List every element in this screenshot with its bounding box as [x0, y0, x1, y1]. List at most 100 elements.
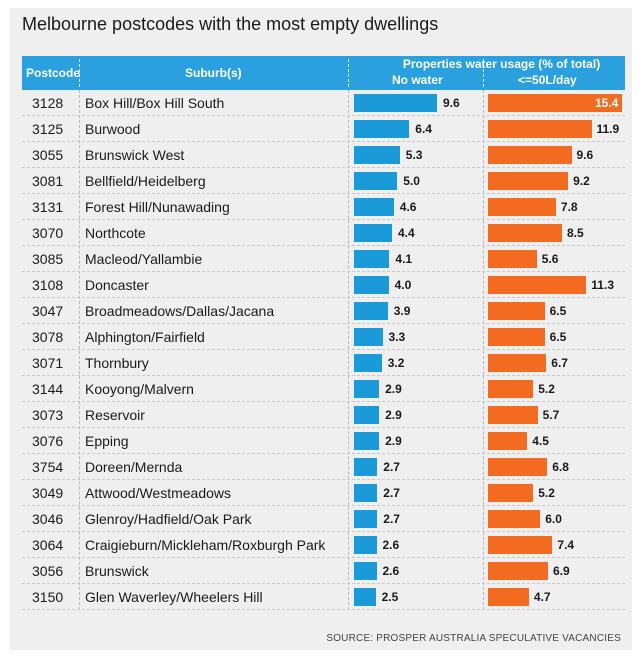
no-water-value-label: 5.0 — [403, 174, 420, 188]
low-usage-value-label: 6.8 — [552, 460, 569, 474]
low-usage-value-label: 7.4 — [557, 538, 575, 552]
postcode-cell: 3046 — [32, 511, 64, 527]
suburb-cell: Thornbury — [85, 355, 149, 371]
source-note: SOURCE: PROSPER AUSTRALIA SPECULATIVE VA… — [326, 633, 621, 644]
row-separator — [22, 115, 625, 116]
low-usage-bar — [488, 406, 538, 424]
table-row: 3754 Doreen/Mernda 2.7 6.8 — [22, 454, 625, 480]
postcode-cell: 3144 — [32, 381, 64, 397]
no-water-value-label: 2.5 — [381, 590, 399, 604]
table-row: 3125 Burwood 6.4 11.9 — [22, 116, 625, 142]
suburb-cell: Forest Hill/Nunawading — [85, 199, 230, 215]
suburb-cell: Bellfield/Heidelberg — [85, 173, 206, 189]
suburb-cell: Glen Waverley/Wheelers Hill — [85, 589, 263, 605]
table-row: 3046 Glenroy/Hadfield/Oak Park 2.7 6.0 — [22, 506, 625, 532]
low-usage-value-label: 8.5 — [567, 226, 584, 240]
table-row: 3049 Attwood/Westmeadows 2.7 5.2 — [22, 480, 625, 506]
table-row: 3078 Alphington/Fairfield 3.3 6.5 — [22, 324, 625, 350]
header-low-usage: <=50L/day — [518, 73, 577, 87]
column-divider — [348, 90, 349, 610]
row-separator — [22, 193, 625, 194]
no-water-bar — [354, 224, 392, 242]
low-usage-value-label: 9.6 — [576, 148, 594, 162]
suburb-cell: Reservoir — [85, 407, 145, 423]
row-separator — [22, 505, 625, 506]
suburb-cell: Broadmeadows/Dallas/Jacana — [85, 303, 275, 319]
header-divider — [79, 59, 80, 87]
no-water-bar — [354, 276, 389, 294]
column-divider — [79, 90, 80, 610]
header-suburbs: Suburb(s) — [185, 66, 242, 80]
low-usage-bar — [488, 276, 587, 294]
low-usage-bar — [488, 458, 548, 476]
suburb-cell: Attwood/Westmeadows — [85, 485, 232, 501]
no-water-value-label: 2.9 — [385, 434, 402, 448]
low-usage-value-label: 6.5 — [549, 330, 567, 344]
low-usage-bar — [488, 94, 622, 112]
no-water-bar — [354, 562, 377, 580]
low-usage-value-label: 11.9 — [596, 122, 620, 136]
row-separator — [22, 557, 625, 558]
suburb-cell: Alphington/Fairfield — [85, 329, 205, 345]
suburb-cell: Northcote — [85, 225, 146, 241]
no-water-bar — [354, 302, 388, 320]
low-usage-value-label: 4.7 — [533, 590, 551, 604]
suburb-cell: Glenroy/Hadfield/Oak Park — [85, 511, 252, 527]
no-water-bar — [354, 94, 437, 112]
low-usage-bar — [488, 302, 545, 320]
low-usage-bar — [488, 250, 537, 268]
no-water-bar — [354, 120, 410, 138]
table-row: 3073 Reservoir 2.9 5.7 — [22, 402, 625, 428]
no-water-bar — [354, 250, 390, 268]
postcode-cell: 3073 — [32, 407, 64, 423]
low-usage-bar — [488, 588, 529, 606]
no-water-value-label: 3.9 — [393, 304, 411, 318]
header-divider — [483, 59, 484, 87]
postcode-cell: 3076 — [32, 433, 64, 449]
no-water-value-label: 2.6 — [382, 564, 400, 578]
postcode-cell: 3085 — [32, 251, 64, 267]
low-usage-value-label: 5.6 — [541, 252, 559, 266]
suburb-cell: Doncaster — [85, 277, 149, 293]
no-water-value-label: 2.7 — [383, 512, 400, 526]
chart-title: Melbourne postcodes with the most empty … — [22, 14, 439, 34]
no-water-value-label: 4.4 — [398, 226, 415, 240]
no-water-bar — [354, 484, 378, 502]
row-separator — [22, 583, 625, 584]
low-usage-bar — [488, 510, 541, 528]
postcode-cell: 3078 — [32, 329, 64, 345]
low-usage-bar — [488, 380, 534, 398]
postcode-cell: 3071 — [32, 355, 64, 371]
postcode-cell: 3150 — [32, 589, 64, 605]
header-postcode: Postcode — [26, 66, 81, 80]
suburb-cell: Burwood — [85, 121, 141, 137]
no-water-bar — [354, 172, 398, 190]
low-usage-value-label: 6.9 — [553, 564, 570, 578]
postcode-cell: 3754 — [32, 459, 64, 475]
no-water-value-label: 3.2 — [387, 356, 405, 370]
row-separator — [22, 297, 625, 298]
low-usage-bar — [488, 432, 528, 450]
low-usage-value-label: 7.8 — [560, 200, 578, 214]
suburb-cell: Epping — [85, 433, 129, 449]
low-usage-bar — [488, 198, 556, 216]
postcode-cell: 3047 — [32, 303, 64, 319]
no-water-value-label: 4.6 — [399, 200, 417, 214]
no-water-bar — [354, 380, 380, 398]
table-row: 3064 Craigieburn/Mickleham/Roxburgh Park 2… — [22, 532, 625, 558]
no-water-value-label: 9.6 — [443, 96, 460, 110]
postcode-cell: 3049 — [32, 485, 64, 501]
no-water-bar — [354, 536, 377, 554]
no-water-value-label: 5.3 — [405, 148, 423, 162]
low-usage-bar — [488, 562, 548, 580]
table-row: 3070 Northcote 4.4 8.5 — [22, 220, 625, 246]
postcode-cell: 3064 — [32, 537, 64, 553]
no-water-value-label: 2.9 — [385, 408, 402, 422]
no-water-value-label: 2.7 — [383, 486, 400, 500]
low-usage-bar — [488, 224, 562, 242]
table-row: 3055 Brunswick West 5.3 9.6 — [22, 142, 625, 168]
low-usage-value-label: 6.7 — [551, 356, 568, 370]
low-usage-value-label: 15.4 — [595, 96, 619, 110]
low-usage-value-label: 6.5 — [549, 304, 567, 318]
low-usage-bar — [488, 146, 572, 164]
